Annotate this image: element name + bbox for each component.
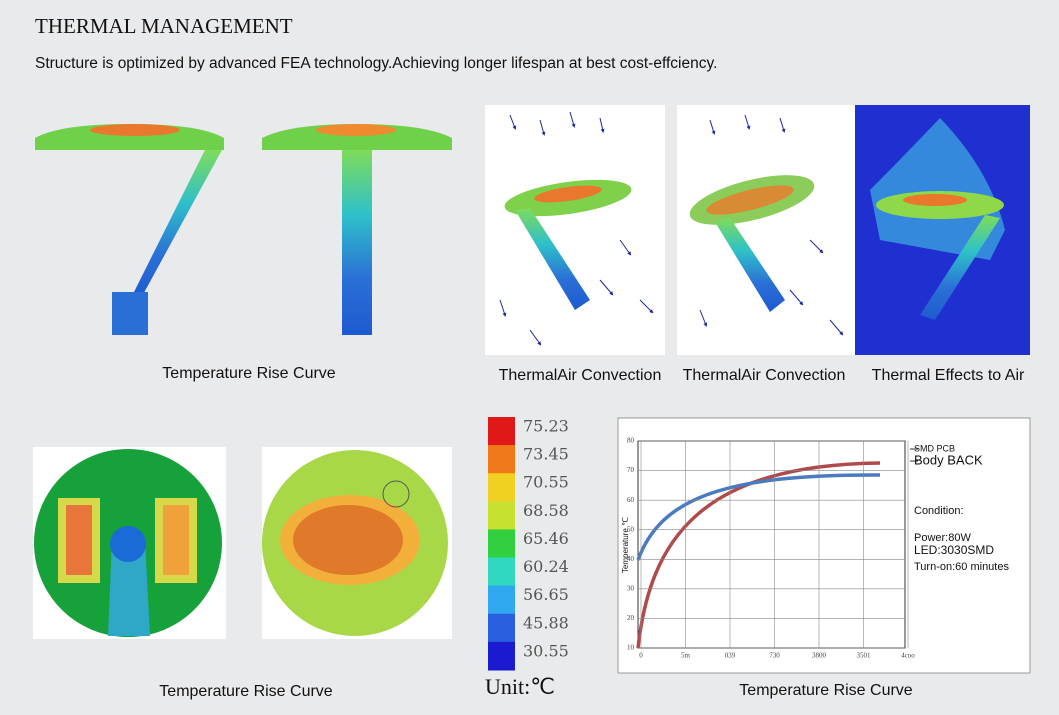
x-tick-label: 039 <box>725 652 736 660</box>
y-tick-label: 50 <box>627 525 635 533</box>
condition: LED:3030SMD <box>914 543 994 557</box>
caption: ThermalAir Convection <box>683 367 846 384</box>
caption: Thermal Effects to Air <box>872 367 1025 384</box>
swatch <box>488 585 515 615</box>
x-tick-label: 3501 <box>857 652 872 660</box>
legend-label: Body BACK <box>914 452 983 467</box>
title: THERMAL MANAGEMENT <box>35 14 293 38</box>
y-tick-label: 10 <box>627 644 635 652</box>
swatch <box>488 417 515 446</box>
caption: Temperature Rise Curve <box>159 683 333 700</box>
y-tick-label: 40 <box>627 555 635 563</box>
subtitle: Structure is optimized by advanced FEA t… <box>35 55 717 72</box>
render-pcb <box>33 447 452 639</box>
caption: Temperature Rise Curve <box>739 682 913 699</box>
render-air <box>855 105 1030 355</box>
swatch <box>488 557 515 587</box>
scale-label: 60.24 <box>523 557 569 576</box>
unit: Unit:℃ <box>485 674 555 699</box>
caption: Temperature Rise Curve <box>162 365 336 382</box>
x-tick-label: 0 <box>639 652 643 660</box>
x-tick-label: 730 <box>769 652 780 660</box>
render-convection <box>485 105 857 355</box>
condition: Turn-on:60 minutes <box>914 561 1009 573</box>
y-tick-label: 30 <box>627 584 635 592</box>
y-axis-label: Temperature ℃ <box>621 517 630 573</box>
y-tick-label: 80 <box>627 437 635 445</box>
swatch <box>488 501 515 530</box>
scale-label: 73.45 <box>523 445 569 464</box>
caption: ThermalAir Convection <box>499 367 662 384</box>
x-tick-label: 5m <box>681 652 691 660</box>
scale-label: 75.23 <box>523 417 569 436</box>
scale-label: 45.88 <box>523 613 569 632</box>
x-tick-label: 3800 <box>812 652 827 660</box>
condition: Condition: <box>914 505 964 517</box>
swatch <box>488 641 515 671</box>
scale-label: 70.55 <box>523 473 569 492</box>
scale-label: 56.65 <box>523 585 569 604</box>
curve <box>636 473 881 561</box>
render-side <box>35 124 452 335</box>
swatch <box>488 473 515 502</box>
condition: Power:80W <box>914 532 971 544</box>
legend-label: SMD PCB <box>914 443 955 453</box>
color-scale: 75.23 73.45 70.55 68.58 65.46 60.24 56.65 45.88… <box>488 417 569 671</box>
scale-label: 68.58 <box>523 501 569 520</box>
curve <box>636 461 881 649</box>
y-tick-label: 60 <box>627 496 635 504</box>
x-tick-label: 4coo <box>901 652 915 660</box>
swatch <box>488 445 515 474</box>
y-tick-label: 70 <box>627 466 635 474</box>
y-tick-label: 20 <box>627 614 635 622</box>
scale-label: 30.55 <box>523 641 569 660</box>
swatch <box>488 613 515 643</box>
swatch <box>488 529 515 559</box>
curve-chart: 80 70 60 50 40 30 20 10 0 5m 039 730 3800 3501 4coo Tem… <box>617 417 1031 674</box>
scale-label: 65.46 <box>523 529 569 548</box>
